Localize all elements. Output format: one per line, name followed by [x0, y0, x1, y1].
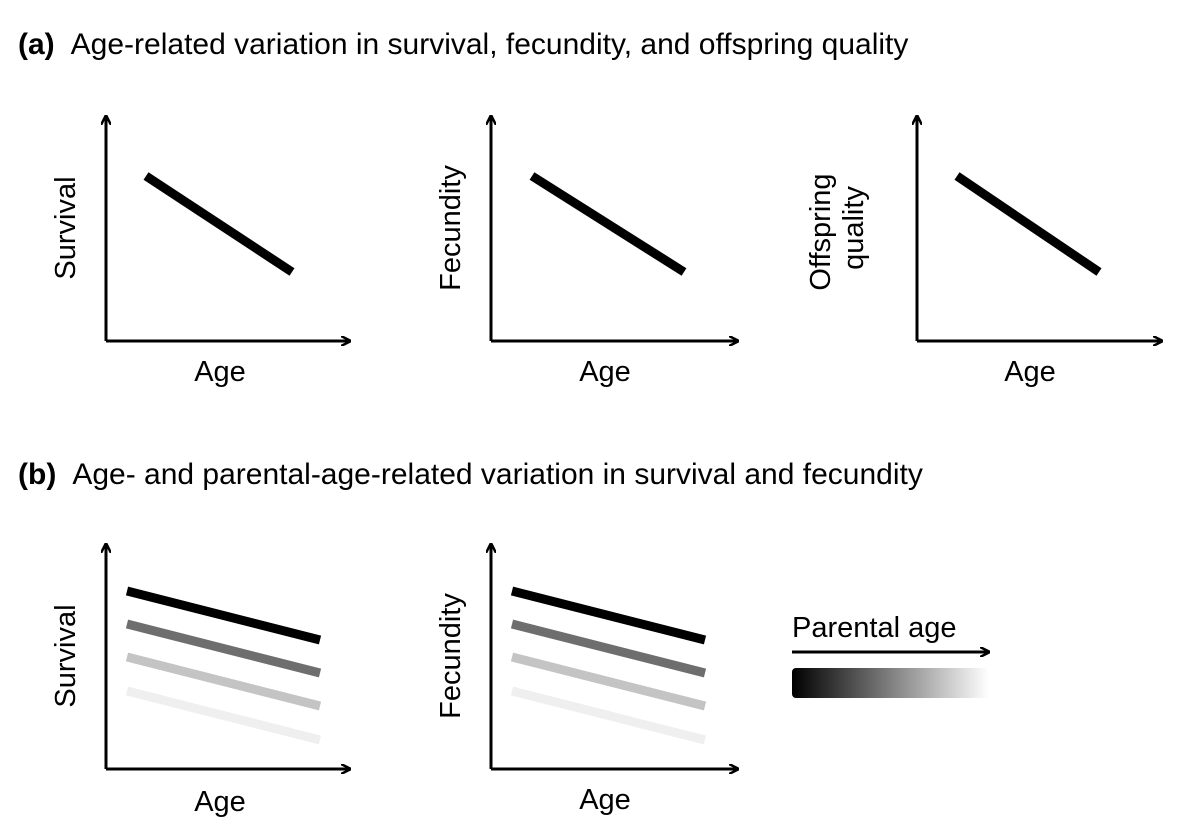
parental-age-line-4	[125, 686, 322, 745]
trend-line	[529, 172, 687, 276]
x-axis-label: Age	[194, 356, 246, 388]
x-axis-label: Age	[1004, 356, 1056, 388]
y-axis-label: Fecundity	[435, 593, 467, 719]
trend-line	[143, 172, 295, 276]
parental-age-line-2	[125, 619, 322, 678]
parental-age-line-4	[510, 686, 707, 745]
panel-b-tag: (b)	[18, 458, 57, 491]
legend-label: Parental age	[792, 612, 956, 644]
parental-age-line-3	[125, 652, 322, 711]
panel-b-fecundity-plot: Fecundity Age	[435, 544, 738, 816]
parental-age-line-1	[125, 586, 322, 645]
x-axis-label: Age	[579, 784, 631, 816]
parental-age-line-2	[510, 619, 707, 678]
y-axis-label: Fecundity	[435, 165, 467, 291]
panel-a-title: Age-related variation in survival, fecun…	[70, 28, 909, 61]
panel-b-survival-plot: Survival Age	[50, 544, 350, 818]
panel-a-survival-plot: Survival Age	[50, 116, 350, 388]
panel-b-title: Age- and parental-age-related variation …	[72, 458, 923, 491]
trend-line	[954, 172, 1102, 276]
legend-gradient-bar	[792, 668, 989, 698]
panel-a-tag: (a)	[18, 28, 55, 61]
parental-age-legend: Parental age	[792, 612, 989, 698]
y-axis-label: Offspring quality	[805, 165, 870, 290]
panel-a-offspring-quality-plot: Offspring quality Age	[805, 116, 1162, 388]
parental-age-line-1	[510, 586, 707, 645]
y-axis-label: Survival	[50, 176, 82, 279]
y-axis-label: Survival	[50, 604, 82, 707]
panel-a-heading: (a) Age-related variation in survival, fe…	[18, 28, 908, 62]
parental-age-line-3	[510, 652, 707, 711]
x-axis-label: Age	[194, 786, 246, 818]
panel-b-heading: (b) Age- and parental-age-related variati…	[18, 458, 923, 492]
panel-a-fecundity-plot: Fecundity Age	[435, 116, 738, 388]
x-axis-label: Age	[579, 356, 631, 388]
